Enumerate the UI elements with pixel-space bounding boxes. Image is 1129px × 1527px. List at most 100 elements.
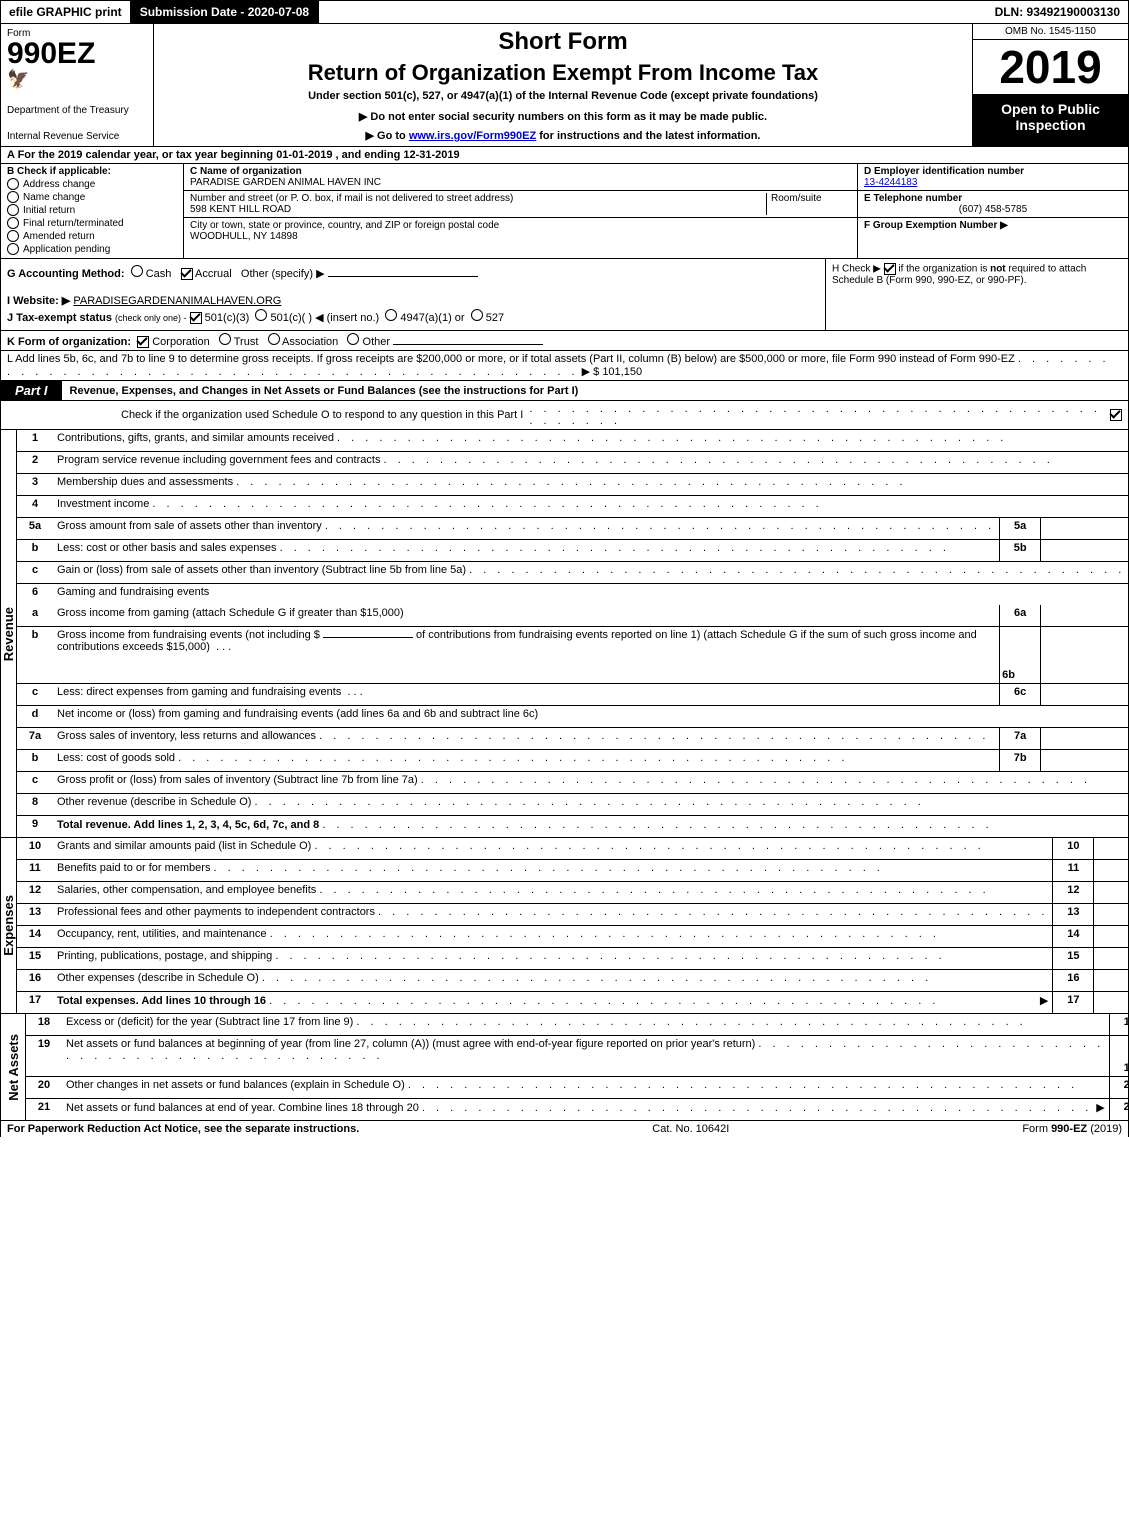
line-3: 3 Membership dues and assessments . . . … <box>17 474 1129 496</box>
line-6b: b Gross income from fundraising events (… <box>17 627 1129 684</box>
department: Department of the Treasury <box>7 105 147 116</box>
b-name-change[interactable]: Name change <box>7 191 177 203</box>
e-block: E Telephone number (607) 458-5785 <box>858 191 1128 218</box>
line-15: 15 Printing, publications, postage, and … <box>17 948 1129 970</box>
f-label: F Group Exemption Number ▶ <box>864 220 1008 231</box>
row-l: L Add lines 5b, 6c, and 7b to line 9 to … <box>0 351 1129 381</box>
phone: (607) 458-5785 <box>864 204 1122 215</box>
section-b: B Check if applicable: Address change Na… <box>1 164 184 258</box>
revenue-side-label: Revenue <box>1 430 17 838</box>
line-18: 18 Excess or (deficit) for the year (Sub… <box>26 1014 1129 1036</box>
j-label: J Tax-exempt status <box>7 312 112 324</box>
expenses-side-label: Expenses <box>1 838 17 1014</box>
b-label: B Check if applicable: <box>7 166 177 177</box>
radio-icon[interactable] <box>347 333 359 345</box>
ghij-left: G Accounting Method: Cash Accrual Other … <box>1 259 826 330</box>
checkbox-icon[interactable] <box>137 336 149 348</box>
top-bar: efile GRAPHIC print Submission Date - 20… <box>0 0 1129 24</box>
website[interactable]: PARADISEGARDENANIMALHAVEN.ORG <box>73 295 281 307</box>
org-name: PARADISE GARDEN ANIMAL HAVEN INC <box>190 177 851 188</box>
checkbox-icon[interactable] <box>1110 409 1122 421</box>
efile-label[interactable]: efile GRAPHIC print <box>1 1 130 23</box>
tax-year: 2019 <box>973 40 1128 95</box>
radio-icon[interactable] <box>255 309 267 321</box>
arrow-icon: ▶ <box>1096 1101 1104 1114</box>
part-label: Part I <box>1 381 62 400</box>
goto-post: for instructions and the latest informat… <box>536 130 760 142</box>
radio-icon[interactable] <box>7 243 19 255</box>
checkbox-icon[interactable] <box>181 268 193 280</box>
b-initial-return[interactable]: Initial return <box>7 204 177 216</box>
goto-pre: ▶ Go to <box>366 130 409 142</box>
header-left: Form 990EZ 🦅 Department of the Treasury … <box>1 24 154 146</box>
ein[interactable]: 13-4244183 <box>864 177 917 188</box>
revenue-body: 1 Contributions, gifts, grants, and simi… <box>17 430 1129 838</box>
omb-number: OMB No. 1545-1150 <box>973 24 1128 40</box>
line-14: 14 Occupancy, rent, utilities, and maint… <box>17 926 1129 948</box>
line-10: 10 Grants and similar amounts paid (list… <box>17 838 1129 860</box>
other-input[interactable] <box>393 344 543 345</box>
row-a: A For the 2019 calendar year, or tax yea… <box>0 147 1129 164</box>
submission-date[interactable]: Submission Date - 2020-07-08 <box>130 1 319 23</box>
other-input[interactable] <box>328 276 478 277</box>
form-header: Form 990EZ 🦅 Department of the Treasury … <box>0 24 1129 147</box>
footer-right: Form 990-EZ (2019) <box>1022 1123 1122 1135</box>
k-label: K Form of organization: <box>7 336 131 348</box>
goto-link[interactable]: www.irs.gov/Form990EZ <box>409 130 536 142</box>
b-pending[interactable]: Application pending <box>7 243 177 255</box>
street: 598 KENT HILL ROAD <box>190 204 762 215</box>
radio-icon[interactable] <box>471 309 483 321</box>
expenses-grid: Expenses 10 Grants and similar amounts p… <box>0 838 1129 1014</box>
l-text: L Add lines 5b, 6c, and 7b to line 9 to … <box>7 353 1015 365</box>
radio-icon[interactable] <box>385 309 397 321</box>
dln: DLN: 93492190003130 <box>987 1 1128 23</box>
netassets-body: 18 Excess or (deficit) for the year (Sub… <box>26 1014 1129 1121</box>
city-label: City or town, state or province, country… <box>190 220 851 231</box>
header-right: OMB No. 1545-1150 2019 Open to Public In… <box>973 24 1128 146</box>
radio-icon[interactable] <box>7 191 19 203</box>
line-8: 8 Other revenue (describe in Schedule O)… <box>17 794 1129 816</box>
radio-icon[interactable] <box>131 265 143 277</box>
b-final-return[interactable]: Final return/terminated <box>7 217 177 229</box>
ssn-warning: ▶ Do not enter social security numbers o… <box>164 110 962 123</box>
line-12: 12 Salaries, other compensation, and emp… <box>17 882 1129 904</box>
return-title: Return of Organization Exempt From Incom… <box>164 60 962 86</box>
checkbox-icon[interactable] <box>190 312 202 324</box>
line-19: 19 Net assets or fund balances at beginn… <box>26 1036 1129 1077</box>
c-name-block: C Name of organization PARADISE GARDEN A… <box>184 164 857 191</box>
c-label: C Name of organization <box>190 166 851 177</box>
line-1: 1 Contributions, gifts, grants, and simi… <box>17 430 1129 452</box>
line-6a: a Gross income from gaming (attach Sched… <box>17 605 1129 627</box>
line-6: 6 Gaming and fundraising events <box>17 584 1129 605</box>
radio-icon[interactable] <box>7 230 19 242</box>
irs-eagle-icon: 🦅 <box>7 69 147 90</box>
b-amended[interactable]: Amended return <box>7 230 177 242</box>
j-line: J Tax-exempt status (check only one) - 5… <box>7 309 819 324</box>
radio-icon[interactable] <box>219 333 231 345</box>
i-line: I Website: ▶ PARADISEGARDENANIMALHAVEN.O… <box>7 294 819 307</box>
part-i-header: Part I Revenue, Expenses, and Changes in… <box>0 381 1129 401</box>
netassets-grid: Net Assets 18 Excess or (deficit) for th… <box>0 1014 1129 1121</box>
line-11: 11 Benefits paid to or for members . . .… <box>17 860 1129 882</box>
footer-center: Cat. No. 10642I <box>652 1123 729 1135</box>
line-5b: b Less: cost or other basis and sales ex… <box>17 540 1129 562</box>
line-17: 17 Total expenses. Add lines 10 through … <box>17 992 1129 1014</box>
g-label: G Accounting Method: <box>7 268 125 280</box>
b-address-change[interactable]: Address change <box>7 178 177 190</box>
g-line: G Accounting Method: Cash Accrual Other … <box>7 265 819 280</box>
short-form-title: Short Form <box>164 28 962 56</box>
open-public: Open to Public Inspection <box>973 95 1128 146</box>
header-center: Short Form Return of Organization Exempt… <box>154 24 973 146</box>
radio-icon[interactable] <box>7 217 19 229</box>
form-number: 990EZ <box>7 39 147 69</box>
footer: For Paperwork Reduction Act Notice, see … <box>0 1121 1129 1137</box>
line-6d: d Net income or (loss) from gaming and f… <box>17 706 1129 728</box>
radio-icon[interactable] <box>7 178 19 190</box>
line-16: 16 Other expenses (describe in Schedule … <box>17 970 1129 992</box>
radio-icon[interactable] <box>7 204 19 216</box>
radio-icon[interactable] <box>268 333 280 345</box>
checkbox-icon[interactable] <box>884 263 896 275</box>
amount-input[interactable] <box>323 637 413 638</box>
d-label: D Employer identification number <box>864 166 1122 177</box>
irs-name: Internal Revenue Service <box>7 131 147 142</box>
